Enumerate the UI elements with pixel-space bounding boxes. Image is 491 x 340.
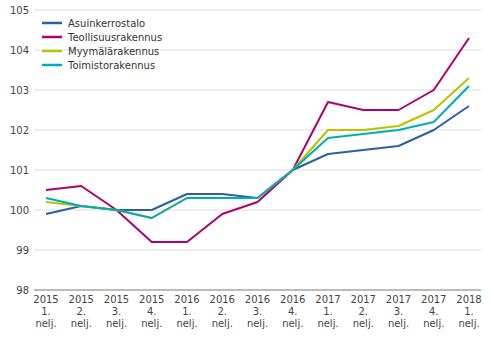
legend-swatch [42, 50, 62, 53]
y-tick-label: 102 [10, 125, 29, 136]
x-tick-label: 20164.nelj. [280, 294, 305, 329]
y-tick-label: 103 [10, 85, 29, 96]
series-line [46, 38, 469, 242]
y-tick-label: 100 [10, 205, 29, 216]
x-tick-label-line: 4. [288, 306, 298, 317]
x-tick-label: 20162.nelj. [210, 294, 235, 329]
legend: Asuinkerrostalo Teollisuusrakennus Myymälä… [42, 18, 162, 71]
x-tick-label-line: 2016 [245, 294, 270, 305]
x-tick-label: 20154.nelj. [139, 294, 164, 329]
x-tick-label-line: 1. [41, 306, 51, 317]
x-tick-label-line: nelj. [35, 318, 56, 329]
x-tick-label-line: 1. [323, 306, 333, 317]
x-tick-label-line: nelj. [71, 318, 92, 329]
x-axis-line [34, 290, 481, 291]
x-tick-label-line: nelj. [388, 318, 409, 329]
grid-line [34, 90, 481, 91]
x-tick-label: 20181.nelj. [456, 294, 481, 329]
x-tick-label-line: 3. [394, 306, 404, 317]
x-tick-label: 20153.nelj. [104, 294, 129, 329]
x-tick-label-line: 2016 [280, 294, 305, 305]
x-tick-label-line: 2016 [174, 294, 199, 305]
x-tick-label-line: 2. [358, 306, 368, 317]
x-tick-label: 20161.nelj. [174, 294, 199, 329]
x-tick-label: 20172.nelj. [351, 294, 376, 329]
x-tick-label-line: 2015 [104, 294, 129, 305]
legend-label: Myymälärakennus [68, 46, 159, 57]
x-tick-label-line: 2016 [210, 294, 235, 305]
lines [46, 38, 469, 242]
x-tick-label-line: nelj. [176, 318, 197, 329]
grid-line [34, 10, 481, 11]
x-tick-label: 20152.nelj. [69, 294, 94, 329]
grid-line [34, 290, 481, 291]
legend-swatch [42, 22, 62, 25]
y-tick-label: 104 [10, 45, 29, 56]
grid-line [34, 250, 481, 251]
x-tick-label: 20174.nelj. [421, 294, 446, 329]
x-tick-label-line: 2015 [69, 294, 94, 305]
x-tick-label-line: nelj. [282, 318, 303, 329]
legend-label: Teollisuusrakennus [67, 32, 162, 43]
x-tick-label-line: nelj. [212, 318, 233, 329]
x-tick-label-line: 2. [217, 306, 227, 317]
x-tick-label-line: nelj. [458, 318, 479, 329]
x-tick-label: 20173.nelj. [386, 294, 411, 329]
grid-line [34, 130, 481, 131]
x-tick-label-line: 2015 [139, 294, 164, 305]
x-tick-label: 20171.nelj. [315, 294, 340, 329]
grid-line [34, 170, 481, 171]
x-tick-label-line: 2015 [33, 294, 58, 305]
x-tick-label-line: nelj. [141, 318, 162, 329]
x-tick-label-line: 2. [76, 306, 86, 317]
legend-swatch [42, 36, 62, 39]
legend-swatch [42, 64, 62, 67]
x-tick-label-line: 4. [429, 306, 439, 317]
grid-line [34, 210, 481, 211]
legend-label: Toimistorakennus [67, 60, 155, 71]
y-tick-label: 101 [10, 165, 29, 176]
x-tick-label-line: nelj. [423, 318, 444, 329]
x-tick-label-line: 2017 [351, 294, 376, 305]
x-tick-label: 20163.nelj. [245, 294, 270, 329]
x-tick-label-line: nelj. [106, 318, 127, 329]
series-line [46, 86, 469, 218]
x-tick-label-line: 3. [253, 306, 263, 317]
y-tick-label: 105 [10, 5, 29, 16]
x-tick-label-line: 1. [464, 306, 474, 317]
x-tick-label-line: 2017 [315, 294, 340, 305]
x-tick-label-line: 2017 [386, 294, 411, 305]
x-tick-label: 20151.nelj. [33, 294, 58, 329]
x-tick-label-line: 4. [147, 306, 157, 317]
y-tick-label: 98 [16, 285, 29, 296]
legend-label: Asuinkerrostalo [68, 18, 145, 29]
x-tick-label-line: nelj. [353, 318, 374, 329]
x-tick-label-line: nelj. [317, 318, 338, 329]
grid [34, 10, 481, 290]
chart: 989910010110210310410520151.nelj.20152.n… [0, 0, 491, 340]
x-tick-label-line: 2018 [456, 294, 481, 305]
x-tick-label-line: 1. [182, 306, 192, 317]
x-tick-label-line: nelj. [247, 318, 268, 329]
x-tick-label-line: 3. [112, 306, 122, 317]
y-tick-label: 99 [16, 245, 29, 256]
series-line [46, 78, 469, 218]
x-tick-label-line: 2017 [421, 294, 446, 305]
